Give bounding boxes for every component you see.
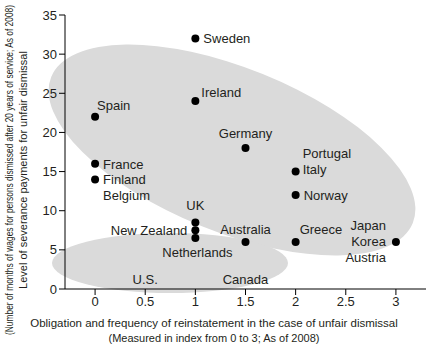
svg-text:Norway: Norway xyxy=(304,188,349,203)
svg-text:15: 15 xyxy=(43,164,57,179)
svg-text:Obligation and frequency of re: Obligation and frequency of reinstatemen… xyxy=(30,317,398,329)
svg-text:0: 0 xyxy=(91,294,98,309)
svg-text:Finland: Finland xyxy=(103,172,146,187)
svg-text:Japan: Japan xyxy=(350,218,385,233)
svg-text:10: 10 xyxy=(43,203,57,218)
svg-text:1.5: 1.5 xyxy=(236,294,254,309)
svg-text:U.S.: U.S. xyxy=(133,272,158,287)
svg-text:0: 0 xyxy=(50,282,57,297)
svg-text:2: 2 xyxy=(292,294,299,309)
svg-text:France: France xyxy=(103,157,143,172)
svg-text:30: 30 xyxy=(43,47,57,62)
svg-text:Italy: Italy xyxy=(303,162,327,177)
svg-text:New Zealand: New Zealand xyxy=(111,223,188,238)
svg-text:Austria: Austria xyxy=(345,250,386,265)
svg-text:Ireland: Ireland xyxy=(201,85,241,100)
svg-text:Portugal: Portugal xyxy=(303,146,352,161)
svg-text:UK: UK xyxy=(186,198,204,213)
svg-text:Level of severance payments fo: Level of severance payments for unfair d… xyxy=(17,51,29,289)
svg-text:2.5: 2.5 xyxy=(337,294,355,309)
svg-text:0.5: 0.5 xyxy=(136,294,154,309)
svg-text:1: 1 xyxy=(192,294,199,309)
svg-text:5: 5 xyxy=(50,242,57,257)
svg-text:Australia: Australia xyxy=(220,222,271,237)
svg-text:Netherlands: Netherlands xyxy=(162,245,233,260)
svg-text:3: 3 xyxy=(392,294,399,309)
svg-text:Greece: Greece xyxy=(300,222,343,237)
svg-text:25: 25 xyxy=(43,86,57,101)
svg-text:Canada: Canada xyxy=(223,272,269,287)
svg-text:Korea: Korea xyxy=(351,234,386,249)
svg-text:35: 35 xyxy=(43,8,57,23)
svg-text:20: 20 xyxy=(43,125,57,140)
svg-text:(Measured in index from 0 to 3: (Measured in index from 0 to 3; As of 20… xyxy=(109,332,320,344)
svg-text:Belgium: Belgium xyxy=(103,188,150,203)
svg-text:Spain: Spain xyxy=(97,98,130,113)
svg-text:Sweden: Sweden xyxy=(203,31,250,46)
svg-text:(Number of months of wages for: (Number of months of wages for persons d… xyxy=(8,5,15,335)
svg-text:Germany: Germany xyxy=(219,126,273,141)
